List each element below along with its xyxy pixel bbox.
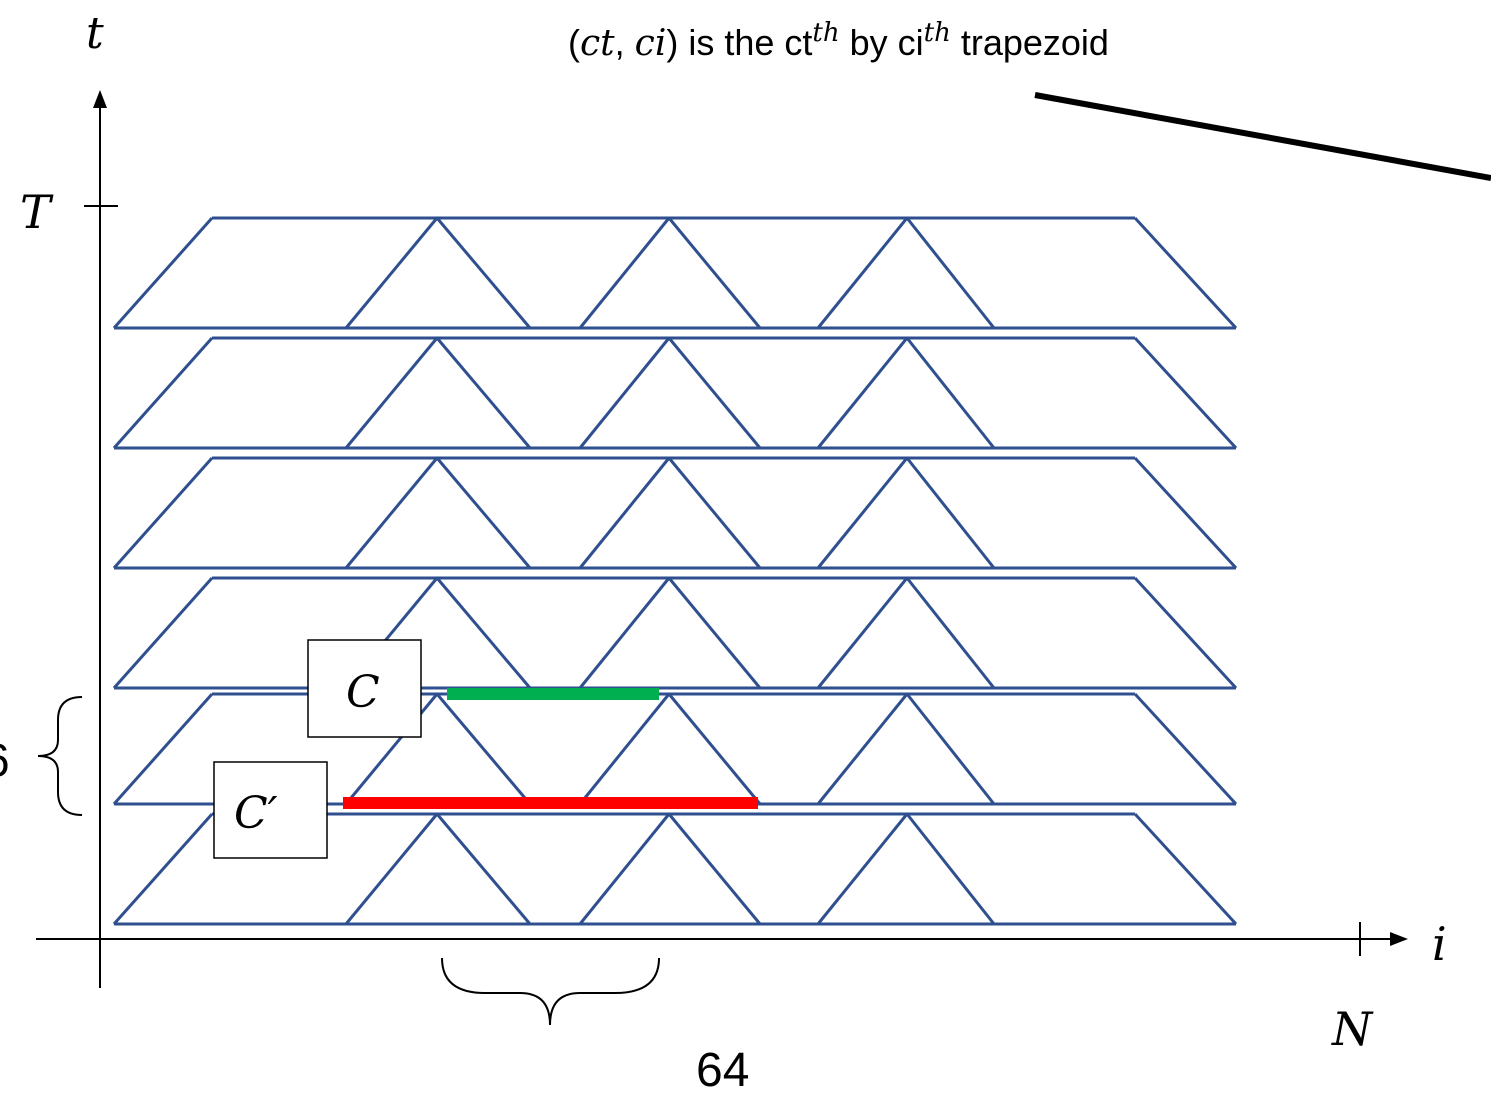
x-axis-arrowhead (1390, 932, 1408, 946)
y-axis-arrowhead (93, 90, 107, 108)
trapezoid-edge (112, 577, 214, 689)
height-brace: 6 (0, 696, 83, 816)
trapezoid-edge (667, 217, 762, 329)
caption-superscript-th-1: th (812, 18, 839, 48)
caption-is-the-ct: is the ct (678, 22, 812, 63)
box-c-prime-label: C′ (234, 788, 278, 839)
trapezoid-edge (1133, 216, 1238, 330)
box-c-frame (307, 639, 422, 738)
trapezoid-edge (578, 813, 671, 925)
box-c: C (307, 639, 422, 738)
trapezoid-edge (112, 337, 214, 449)
x-axis-symbol: i (1432, 917, 1447, 971)
y-axis: t T (20, 8, 118, 988)
trapezoid-edge (816, 693, 909, 805)
trapezoid-edge (905, 577, 996, 689)
trapezoid-edge (578, 337, 671, 449)
width-brace-curve (441, 957, 660, 1026)
trapezoid-edge (344, 217, 439, 329)
trapezoid-edge (112, 693, 214, 805)
trapezoid-edge (578, 577, 671, 689)
trapezoid-edge (816, 813, 909, 925)
box-c-prime-frame (213, 761, 328, 859)
trapezoid-edge (435, 813, 532, 925)
trapezoid-edge (1133, 576, 1238, 690)
box-c-prime: C′ (213, 761, 328, 859)
trapezoid-edge (905, 217, 996, 329)
height-brace-curve (37, 696, 83, 816)
caption-ci-var: ci (635, 23, 667, 64)
caption-pointer-line (1034, 92, 1491, 181)
trapezoid-edge (905, 693, 996, 805)
trapezoid-edge (1133, 692, 1238, 806)
trapezoid-edge (905, 813, 996, 925)
trapezoid-edge (816, 217, 909, 329)
trapezoid-edge (667, 693, 762, 805)
trapezoid-edge (578, 217, 671, 329)
trapezoid-edge (667, 813, 762, 925)
x-axis: i N (36, 917, 1447, 1056)
trapezoid-edge (344, 693, 439, 805)
trapezoid-edge (344, 337, 439, 449)
caption-by-ci: by ci (840, 22, 924, 63)
trapezoid-edge (1133, 336, 1238, 450)
caption-superscript-th-2: th (924, 18, 951, 48)
caption-pair-open: ( (568, 22, 580, 63)
caption: (ct, ci) is the ctth by cith trapezoid (568, 18, 1109, 64)
trapezoid-edge (112, 457, 214, 569)
trapezoid-edge (667, 577, 762, 689)
trapezoid-edge (112, 217, 214, 329)
trapezoid-edge (578, 457, 671, 569)
trapezoid-edge (905, 337, 996, 449)
width-brace-label: 64 (696, 1044, 749, 1093)
trapezoid-edge (667, 457, 762, 569)
y-axis-symbol: t (86, 8, 104, 59)
trapezoid-edge (112, 813, 214, 925)
caption-comma: , (615, 22, 635, 63)
trapezoid-edge (816, 337, 909, 449)
trapezoid-edge (816, 577, 909, 689)
trapezoid-edge (1133, 456, 1238, 570)
y-axis-tick-label-T: T (20, 185, 54, 239)
trapezoid-edge (816, 457, 909, 569)
trapezoid-edge (435, 337, 532, 449)
trapezoid-edge (435, 577, 532, 689)
x-axis-tick-label-N: N (1331, 1002, 1374, 1056)
trapezoid-edge (435, 217, 532, 329)
width-brace: 64 (441, 957, 749, 1093)
trapezoid-edge (578, 693, 671, 805)
trapezoid-edge (1133, 812, 1238, 926)
trapezoid-edge (667, 337, 762, 449)
trapezoid-edge (435, 693, 532, 805)
caption-ct-var: ct (580, 23, 615, 64)
trapezoid-edge (344, 813, 439, 925)
trapezoid-edge (905, 457, 996, 569)
height-brace-label: 6 (0, 734, 10, 786)
caption-trapezoid: trapezoid (951, 22, 1109, 63)
box-c-label: C (346, 667, 380, 718)
trapezoid-edge (435, 457, 532, 569)
caption-pair-close: ) (666, 22, 678, 63)
trapezoid-edge (344, 457, 439, 569)
